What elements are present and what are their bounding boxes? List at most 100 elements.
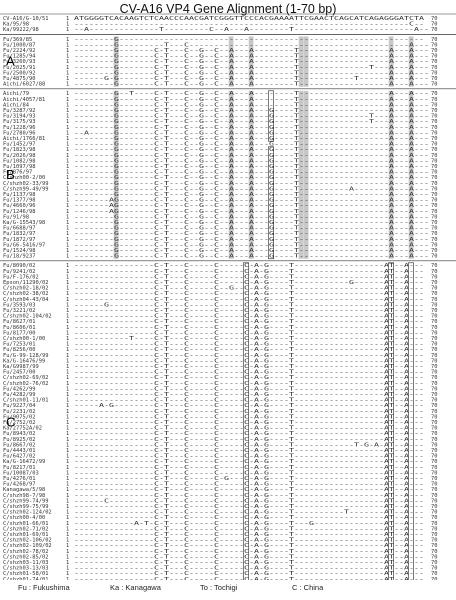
sequence-name: C/shzh04-43/04	[3, 297, 48, 303]
sequence-end: 70	[431, 392, 438, 398]
sequence-row: --------G-------C-T---C--G--C--A---A---G…	[74, 158, 429, 164]
sequence-end: 70	[431, 102, 438, 108]
sequence-start: 1	[66, 437, 69, 443]
sequence-name: Fu/6688/97	[3, 226, 35, 232]
sequence-name: Fu/6427/02	[3, 454, 35, 460]
sequence-end: 70	[431, 263, 438, 269]
sequence-start: 1	[66, 203, 69, 209]
sequence-end: 70	[431, 554, 438, 560]
sequence-name: Epson/11290/02	[3, 280, 48, 286]
sequence-name: Fu/4282/99	[3, 392, 35, 398]
variant-column-box	[268, 146, 274, 260]
conserved-column-shade	[388, 90, 394, 259]
sequence-end: 70	[431, 280, 438, 286]
sequence-name: C/shzh02-76/02	[3, 381, 48, 387]
conserved-column-shade	[388, 36, 394, 87]
sequence-row: ----------------C-T---C-----C-----C-A-G-…	[74, 487, 424, 493]
sequence-start: 1	[66, 347, 69, 353]
sequence-name: Fu/3593/03	[3, 302, 35, 308]
sequence-end: 70	[431, 560, 438, 566]
sequence-start: 1	[66, 27, 69, 33]
sequence-name: C/shzh01-74/01	[3, 577, 48, 580]
sequence-name: Fu/4268/97	[3, 482, 35, 488]
sequence-start: 1	[66, 364, 69, 370]
sequence-start: 1	[66, 521, 69, 527]
sequence-end: 70	[431, 476, 438, 482]
sequence-row: ----------------C-T---C-----C-----C-A-G-…	[74, 482, 424, 488]
sequence-row: --------G--T----C-T---C--G--C--A---A----…	[74, 91, 429, 97]
sequence-start: 1	[66, 269, 69, 275]
sequence-end: 70	[431, 420, 438, 426]
sequence-end: 70	[431, 375, 438, 381]
sequence-start: 1	[66, 220, 69, 226]
sequence-start: 1	[66, 108, 69, 114]
sequence-end: 70	[431, 269, 438, 275]
sequence-row: --------G-------C-T---C--G--C--A---A---G…	[74, 231, 429, 237]
sequence-row: --------G-------C-T---C--G--C--A---A---G…	[74, 242, 429, 248]
sequence-end: 70	[431, 437, 438, 443]
sequence-start: 1	[66, 125, 69, 131]
sequence-start: 1	[66, 398, 69, 404]
sequence-row: --------G-------C-T---C--G--C--A---A----…	[74, 70, 429, 76]
sequence-start: 1	[66, 175, 69, 181]
sequence-start: 1	[66, 566, 69, 572]
sequence-name: C/shzh00-4/00	[3, 515, 45, 521]
sequence-end: 70	[431, 319, 438, 325]
sequence-end: 70	[431, 353, 438, 359]
sequence-name: C/shzh02-124/02	[3, 510, 52, 516]
sequence-row: ----------------C-T---C-----C-----C-A-G-…	[74, 571, 424, 577]
sequence-name: Fu/876/97	[3, 170, 32, 176]
sequence-start: 1	[66, 214, 69, 220]
sequence-name: Fu/8256/00	[3, 347, 35, 353]
sequence-name: C/shzh02-104/02	[3, 314, 52, 320]
sequence-end: 70	[431, 409, 438, 415]
sequence-row: --A-----G-------C-T---C--G--C--A---A---G…	[74, 130, 429, 136]
sequence-name: Fu/3221/02	[3, 308, 35, 314]
sequence-start: 1	[66, 170, 69, 176]
sequence-row: ----------------C-T---C-----C--G--C-A-G-…	[74, 286, 424, 292]
sequence-end: 70	[431, 158, 438, 164]
sequence-row: ----------------C-T---C-----C-----C-A-G-…	[74, 420, 424, 426]
sequence-row: ----------------C-T---C-----C-----C-A-G-…	[74, 297, 424, 303]
reference-sequence: ATGGGGTCACAAGTCTCAACCCAACGATCGGGTTCCCACG…	[74, 16, 425, 22]
legend-fukushima: Fu : Fukushima	[18, 583, 70, 592]
sequence-row: ----------------C-T---C-----C-----C-A-G-…	[74, 347, 424, 353]
sequence-end: 70	[431, 91, 438, 97]
sequence-start: 1	[66, 459, 69, 465]
sequence-end: 70	[431, 203, 438, 209]
sequence-start: 1	[66, 209, 69, 215]
sequence-start: 1	[66, 465, 69, 471]
sequence-end: 70	[431, 226, 438, 232]
sequence-end: 70	[431, 37, 438, 43]
sequence-name: C/shzh02-33/99	[3, 181, 48, 187]
sequence-end: 70	[431, 164, 438, 170]
sequence-start: 1	[66, 291, 69, 297]
sequence-start: 1	[66, 510, 69, 516]
sequence-end: 70	[431, 114, 438, 120]
sequence-end: 70	[431, 119, 438, 125]
sequence-row: ----------------C-T---C-----C-----C-A-G-…	[74, 353, 424, 359]
sequence-end: 70	[431, 347, 438, 353]
sequence-end: 70	[431, 431, 438, 437]
sequence-row: --------G-------C-T---C--G--C--A---A----…	[74, 59, 429, 65]
sequence-start: 1	[66, 297, 69, 303]
sequence-name: C/shzh02-109/02	[3, 543, 52, 549]
sequence-start: 1	[66, 392, 69, 398]
sequence-end: 70	[431, 308, 438, 314]
sequence-name: Fu/9241/02	[3, 269, 35, 275]
sequence-end: 70	[431, 487, 438, 493]
sequence-name: Fu/1000/87	[3, 42, 35, 48]
sequence-row: --------G-------C-T---C--G--C--A---A----…	[74, 97, 429, 103]
sequence-end: 70	[431, 571, 438, 577]
sequence-start: 1	[66, 237, 69, 243]
sequence-row: ----------------C-T---C-----C-----C-A-G-…	[74, 319, 424, 325]
sequence-start: 1	[66, 248, 69, 254]
sequence-row: ----------------C-T---C-----C-----C-A-G-…	[74, 532, 424, 538]
sequence-name: Fu/1246/98	[3, 209, 35, 215]
sequence-start: 1	[66, 119, 69, 125]
conserved-column-shade	[408, 90, 414, 259]
sequence-start: 1	[66, 336, 69, 342]
sequence-end: 70	[431, 231, 438, 237]
sequence-start: 1	[66, 97, 69, 103]
sequence-row: ----------------C-T---C-----C-----C-A-G-…	[74, 386, 424, 392]
